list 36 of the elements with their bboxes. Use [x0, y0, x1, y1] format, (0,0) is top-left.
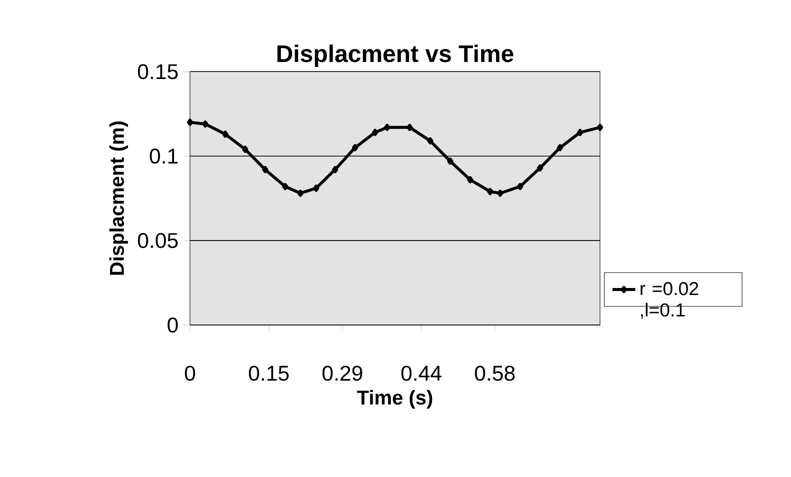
- x-axis-title: Time (s): [357, 390, 432, 409]
- x-tick-label: 0.15: [248, 366, 289, 381]
- point: [576, 128, 584, 136]
- y-tick-label: 0.1: [150, 148, 178, 164]
- point: [242, 146, 248, 153]
- x-tick-label: 0.44: [401, 366, 442, 381]
- point: [447, 158, 454, 165]
- point: [467, 176, 474, 184]
- y-axis-title: Displacment (m): [109, 122, 128, 275]
- point: [352, 144, 358, 152]
- point: [556, 144, 564, 152]
- point: [537, 164, 544, 172]
- y-tick-label: 0: [168, 317, 178, 333]
- point: [202, 120, 208, 128]
- x-tick-label: 0: [184, 366, 196, 381]
- point: [297, 190, 304, 197]
- point: [487, 188, 494, 196]
- point: [384, 124, 390, 131]
- x-tick-label: 0.58: [474, 366, 515, 381]
- legend-label: r =0.02 ,l=0.1: [640, 282, 698, 319]
- y-tick-label: 0.05: [138, 233, 178, 248]
- x-tick-label: 0.29: [322, 366, 362, 381]
- point: [497, 190, 504, 197]
- point: [372, 128, 378, 136]
- point: [332, 166, 338, 174]
- point: [427, 137, 434, 144]
- chart-title: Displacment vs Time: [277, 44, 514, 67]
- point: [186, 118, 194, 126]
- y-tick-label: 0.15: [138, 64, 178, 80]
- point: [596, 124, 604, 131]
- point: [517, 182, 524, 190]
- point: [313, 184, 320, 192]
- point: [222, 130, 228, 138]
- point: [262, 166, 268, 174]
- point: [406, 124, 413, 131]
- point: [282, 182, 288, 190]
